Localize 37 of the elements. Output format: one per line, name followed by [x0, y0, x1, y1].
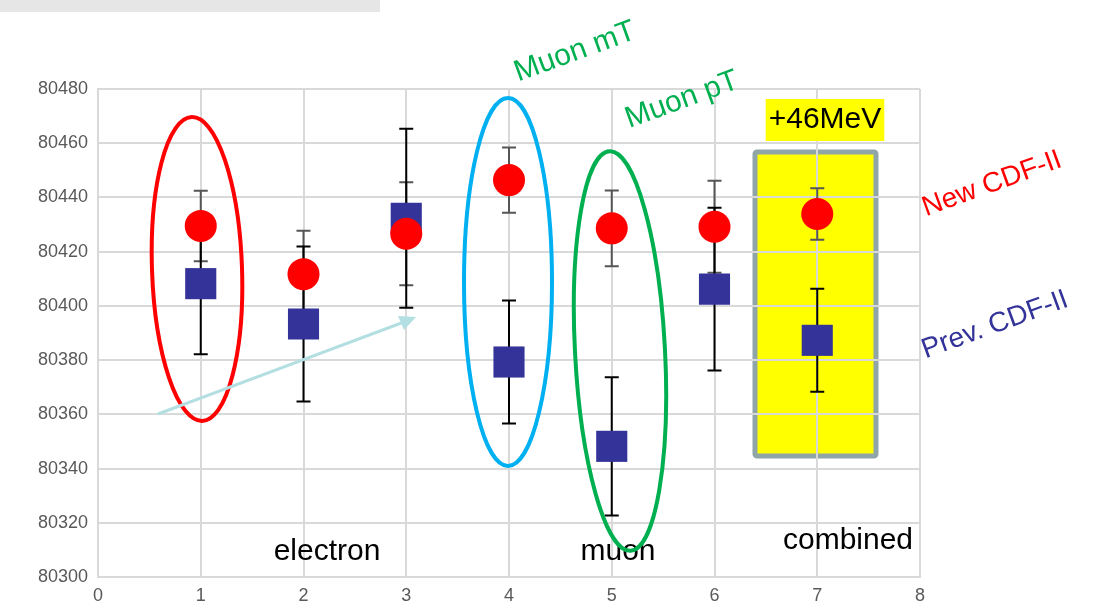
point	[595, 212, 628, 245]
y-tick-label: 80300	[37, 565, 88, 586]
annotation: combined	[782, 522, 914, 556]
text: Prev. CDF-II	[916, 282, 1072, 365]
y-tick-label: 80440	[37, 186, 88, 207]
point	[801, 324, 833, 356]
y-tick-label: 80320	[37, 511, 88, 532]
y-tick-label: 80380	[37, 349, 88, 370]
annotation: +46MeV	[768, 101, 882, 135]
y-tick-label: 80400	[37, 294, 88, 315]
point	[493, 164, 525, 197]
point	[287, 258, 320, 291]
x-tick-label: 7	[812, 584, 823, 605]
point	[185, 268, 217, 300]
x-tick-label: 8	[914, 584, 926, 605]
x-tick-label: 5	[606, 584, 617, 605]
annotation: electron	[273, 533, 381, 567]
point	[493, 346, 525, 378]
x-tick-label: 3	[401, 584, 412, 605]
x-tick-label: 2	[298, 584, 309, 605]
y-tick-label: 80480	[37, 77, 88, 98]
y-tick-label: 80360	[37, 403, 88, 424]
point	[698, 273, 731, 305]
text: New CDF-II	[917, 142, 1066, 222]
x-tick-label: 4	[503, 584, 515, 605]
y-tick-label: 80460	[37, 132, 88, 153]
point	[184, 209, 217, 242]
x-tick-label: 0	[92, 584, 104, 605]
y-tick-label: 80420	[37, 240, 88, 261]
point	[287, 308, 320, 340]
x-tick-label: 1	[195, 584, 206, 605]
point	[698, 210, 731, 243]
point	[801, 197, 834, 230]
x-tick-label: 6	[709, 584, 720, 605]
point	[596, 430, 628, 462]
y-tick-label: 80340	[37, 457, 88, 478]
point	[390, 217, 423, 250]
